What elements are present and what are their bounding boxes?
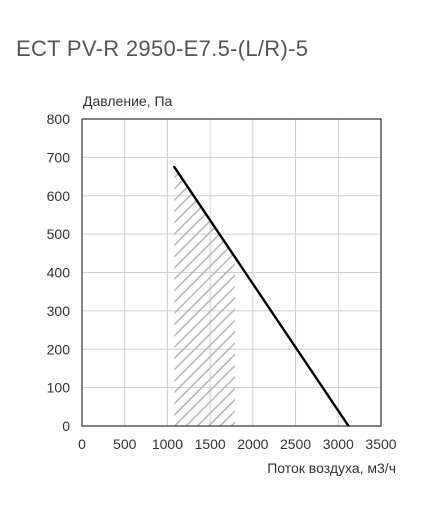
x-tick-label: 2500 — [280, 436, 311, 452]
plot-border — [81, 118, 382, 427]
y-tick-label: 600 — [47, 188, 71, 204]
y-tick-label: 200 — [47, 341, 71, 357]
x-tick-label: 2000 — [237, 436, 268, 452]
x-tick-label: 1000 — [152, 436, 183, 452]
x-tick-label: 1500 — [195, 436, 226, 452]
y-tick-label: 400 — [47, 265, 71, 281]
operating-range-shading — [174, 166, 235, 426]
chart-title: ECT PV-R 2950-E7.5-(L/R)-5 — [16, 36, 309, 61]
fan-curve-line — [173, 165, 350, 426]
shaded-region — [174, 166, 235, 426]
y-tick-label: 700 — [47, 149, 71, 165]
y-tick-labels: 0 100 200 300 400 500 600 700 800 — [47, 111, 71, 434]
x-axis-label: Поток воздуха, м3/ч — [267, 460, 396, 476]
y-tick-label: 0 — [62, 418, 70, 434]
x-tick-label: 0 — [78, 436, 86, 452]
y-tick-label: 100 — [47, 380, 71, 396]
x-tick-labels: 0 500 1000 1500 2000 2500 3000 3500 — [78, 436, 397, 452]
x-tick-label: 500 — [113, 436, 137, 452]
x-tick-label: 3500 — [365, 436, 396, 452]
series-layer — [173, 165, 350, 426]
y-tick-label: 800 — [47, 111, 71, 127]
plot-frame — [81, 118, 382, 427]
y-tick-label: 300 — [47, 303, 71, 319]
x-tick-label: 3000 — [323, 436, 354, 452]
y-tick-label: 500 — [47, 226, 71, 242]
y-axis-label: Давление, Па — [83, 93, 173, 109]
